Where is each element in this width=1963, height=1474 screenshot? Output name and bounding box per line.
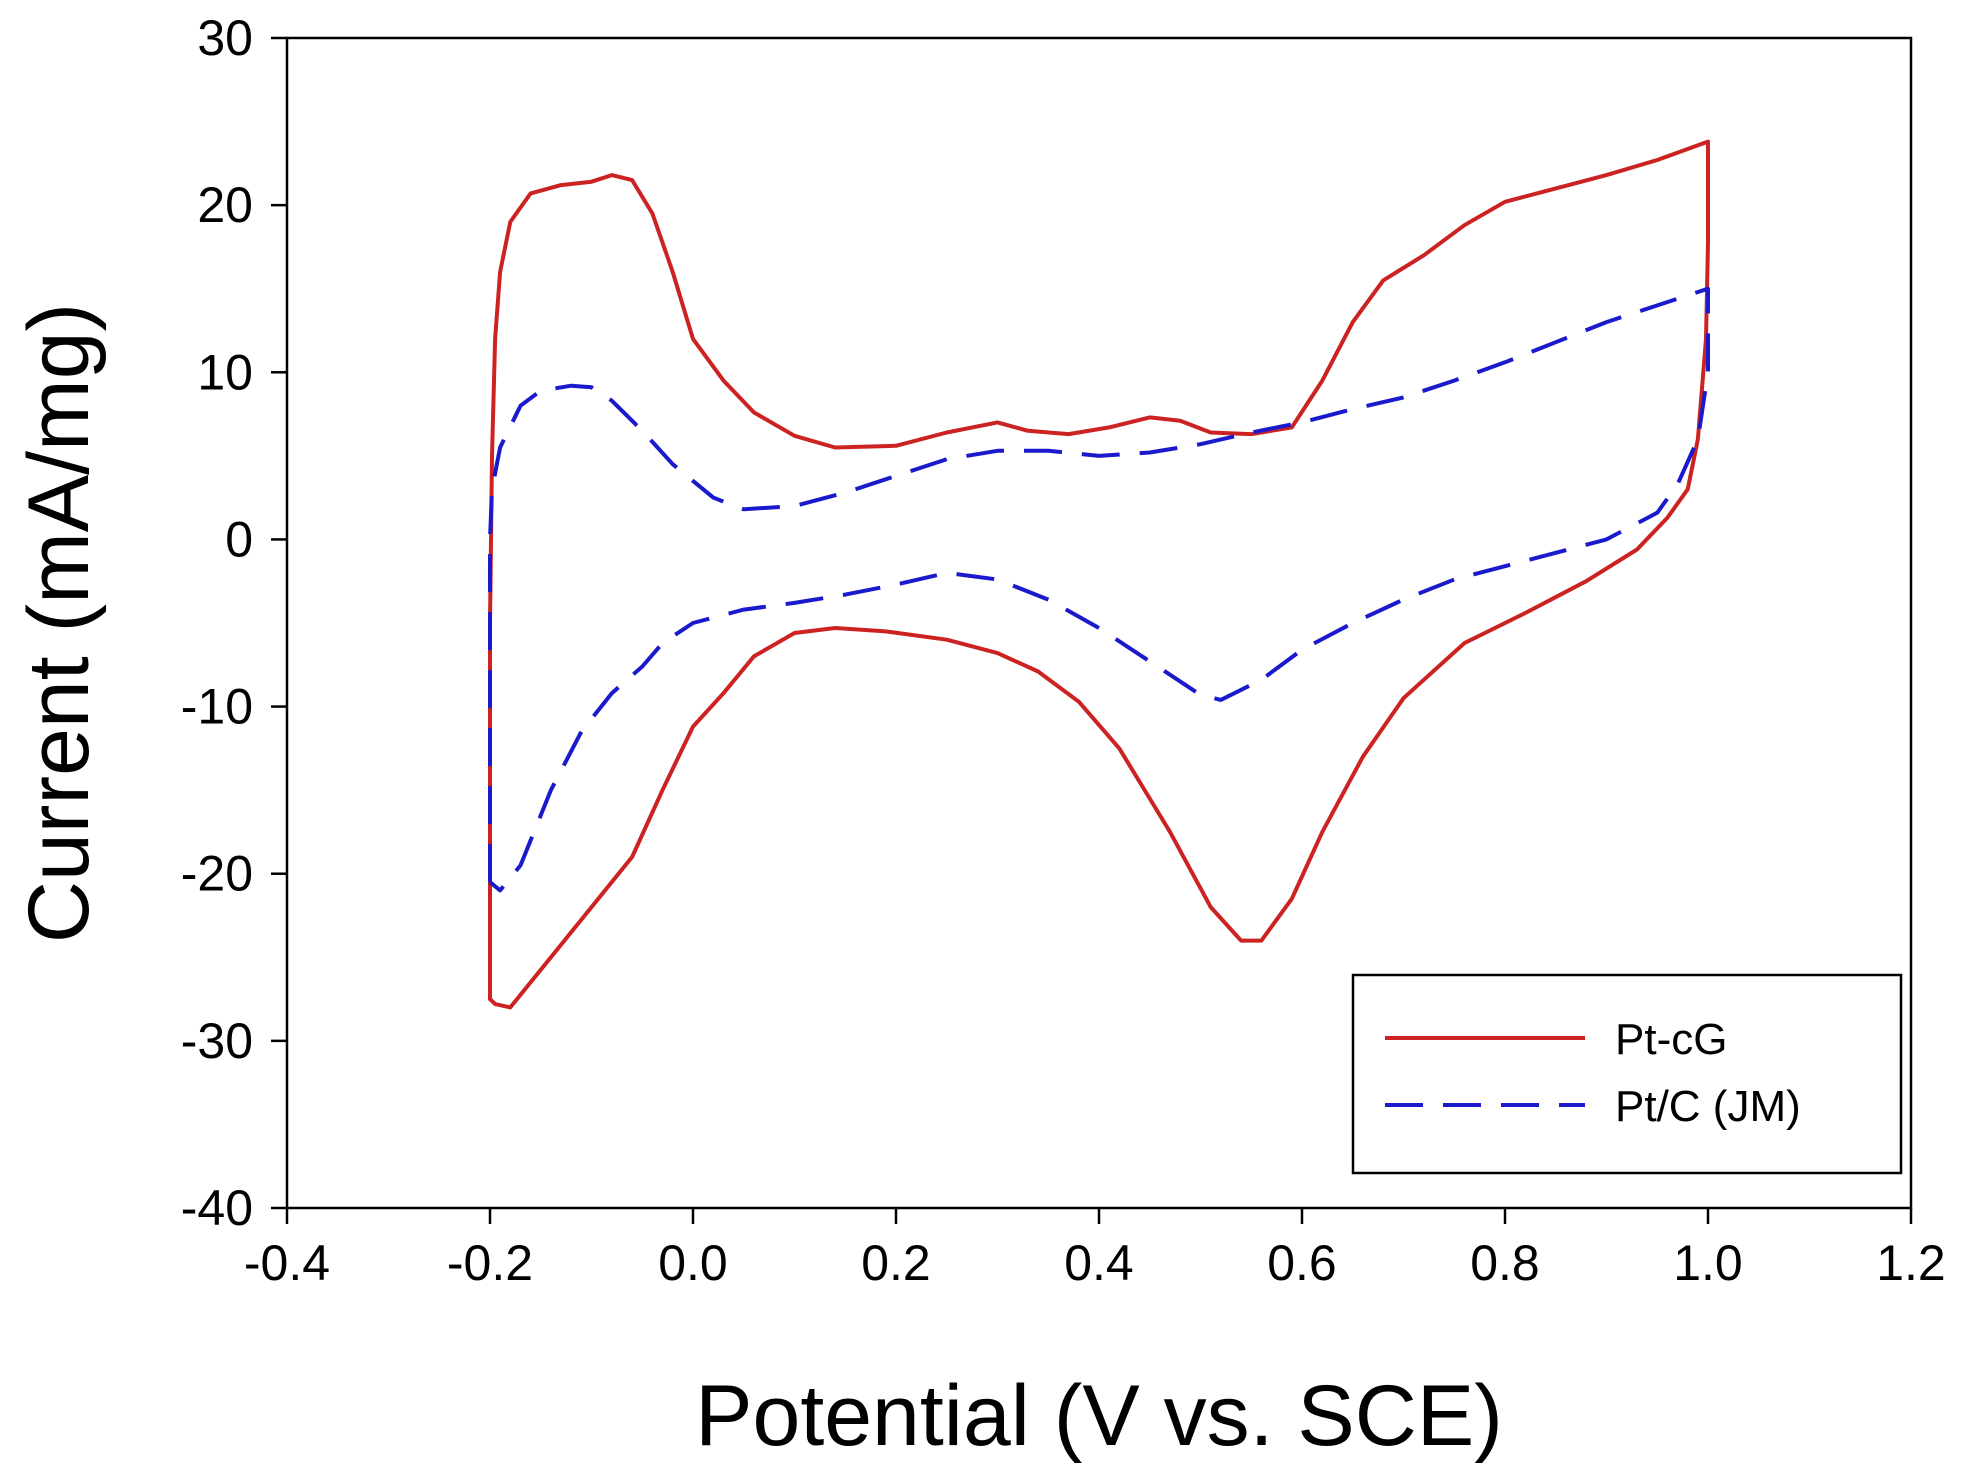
y-tick-label: 20 [197,177,253,233]
legend-label-pt-c-jm: Pt/C (JM) [1615,1082,1801,1131]
y-tick-label: 0 [225,511,253,567]
y-tick-label: -30 [181,1013,253,1069]
x-tick-label: 0.2 [861,1235,931,1291]
x-axis-title: Potential (V vs. SCE) [695,1368,1503,1464]
x-tick-label: 0.6 [1267,1235,1337,1291]
legend: Pt-cG Pt/C (JM) [1351,973,1903,1175]
y-axis-title: Current (mA/mg) [11,303,107,943]
y-tick-label: -20 [181,846,253,902]
x-tick-label: 0.4 [1064,1235,1134,1291]
x-tick-label: -0.2 [447,1235,533,1291]
x-tick-label: 0.8 [1470,1235,1540,1291]
x-tick-label: 1.0 [1673,1235,1743,1291]
x-tick-label: 0.0 [658,1235,728,1291]
x-tick-label: -0.4 [244,1235,330,1291]
x-axis-ticks: -0.4 -0.2 0.0 0.2 0.4 0.6 0.8 1.0 1.2 [244,1208,1946,1291]
legend-label-pt-cg: Pt-cG [1615,1015,1727,1064]
y-tick-label: -10 [181,679,253,735]
y-tick-label: 30 [197,10,253,66]
series-line-pt-c-jm [488,286,1710,893]
x-tick-label: 1.2 [1876,1235,1946,1291]
y-tick-label: 10 [197,344,253,400]
series-line-pt-cg [488,139,1710,1010]
legend-box [1351,973,1903,1175]
series-lines [488,139,1710,1010]
y-axis-ticks: 30 20 10 0 -10 -20 -30 -40 [181,10,287,1236]
y-tick-label: -40 [181,1180,253,1236]
